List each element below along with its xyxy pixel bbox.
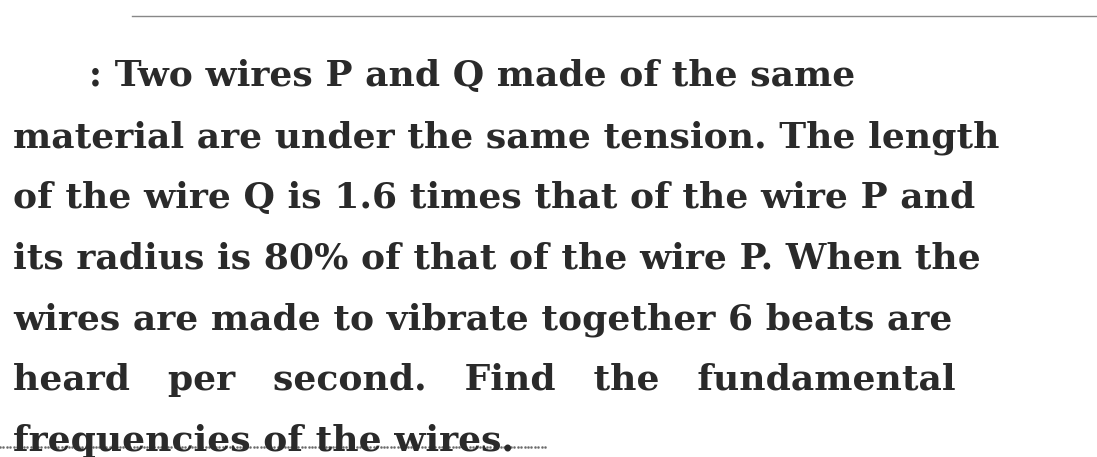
Text: heard   per   second.   Find   the   fundamental: heard per second. Find the fundamental (13, 363, 955, 397)
Text: material are under the same tension. The length: material are under the same tension. The… (13, 120, 999, 154)
Text: : Two wires P and Q made of the same: : Two wires P and Q made of the same (13, 59, 856, 93)
Text: frequencies of the wires.: frequencies of the wires. (13, 424, 514, 457)
Text: of the wire Q is 1.6 times that of the wire P and: of the wire Q is 1.6 times that of the w… (13, 181, 975, 215)
Text: wires are made to vibrate together 6 beats are: wires are made to vibrate together 6 bea… (13, 303, 952, 337)
Text: its radius is 80% of that of the wire P. When the: its radius is 80% of that of the wire P.… (13, 242, 981, 276)
